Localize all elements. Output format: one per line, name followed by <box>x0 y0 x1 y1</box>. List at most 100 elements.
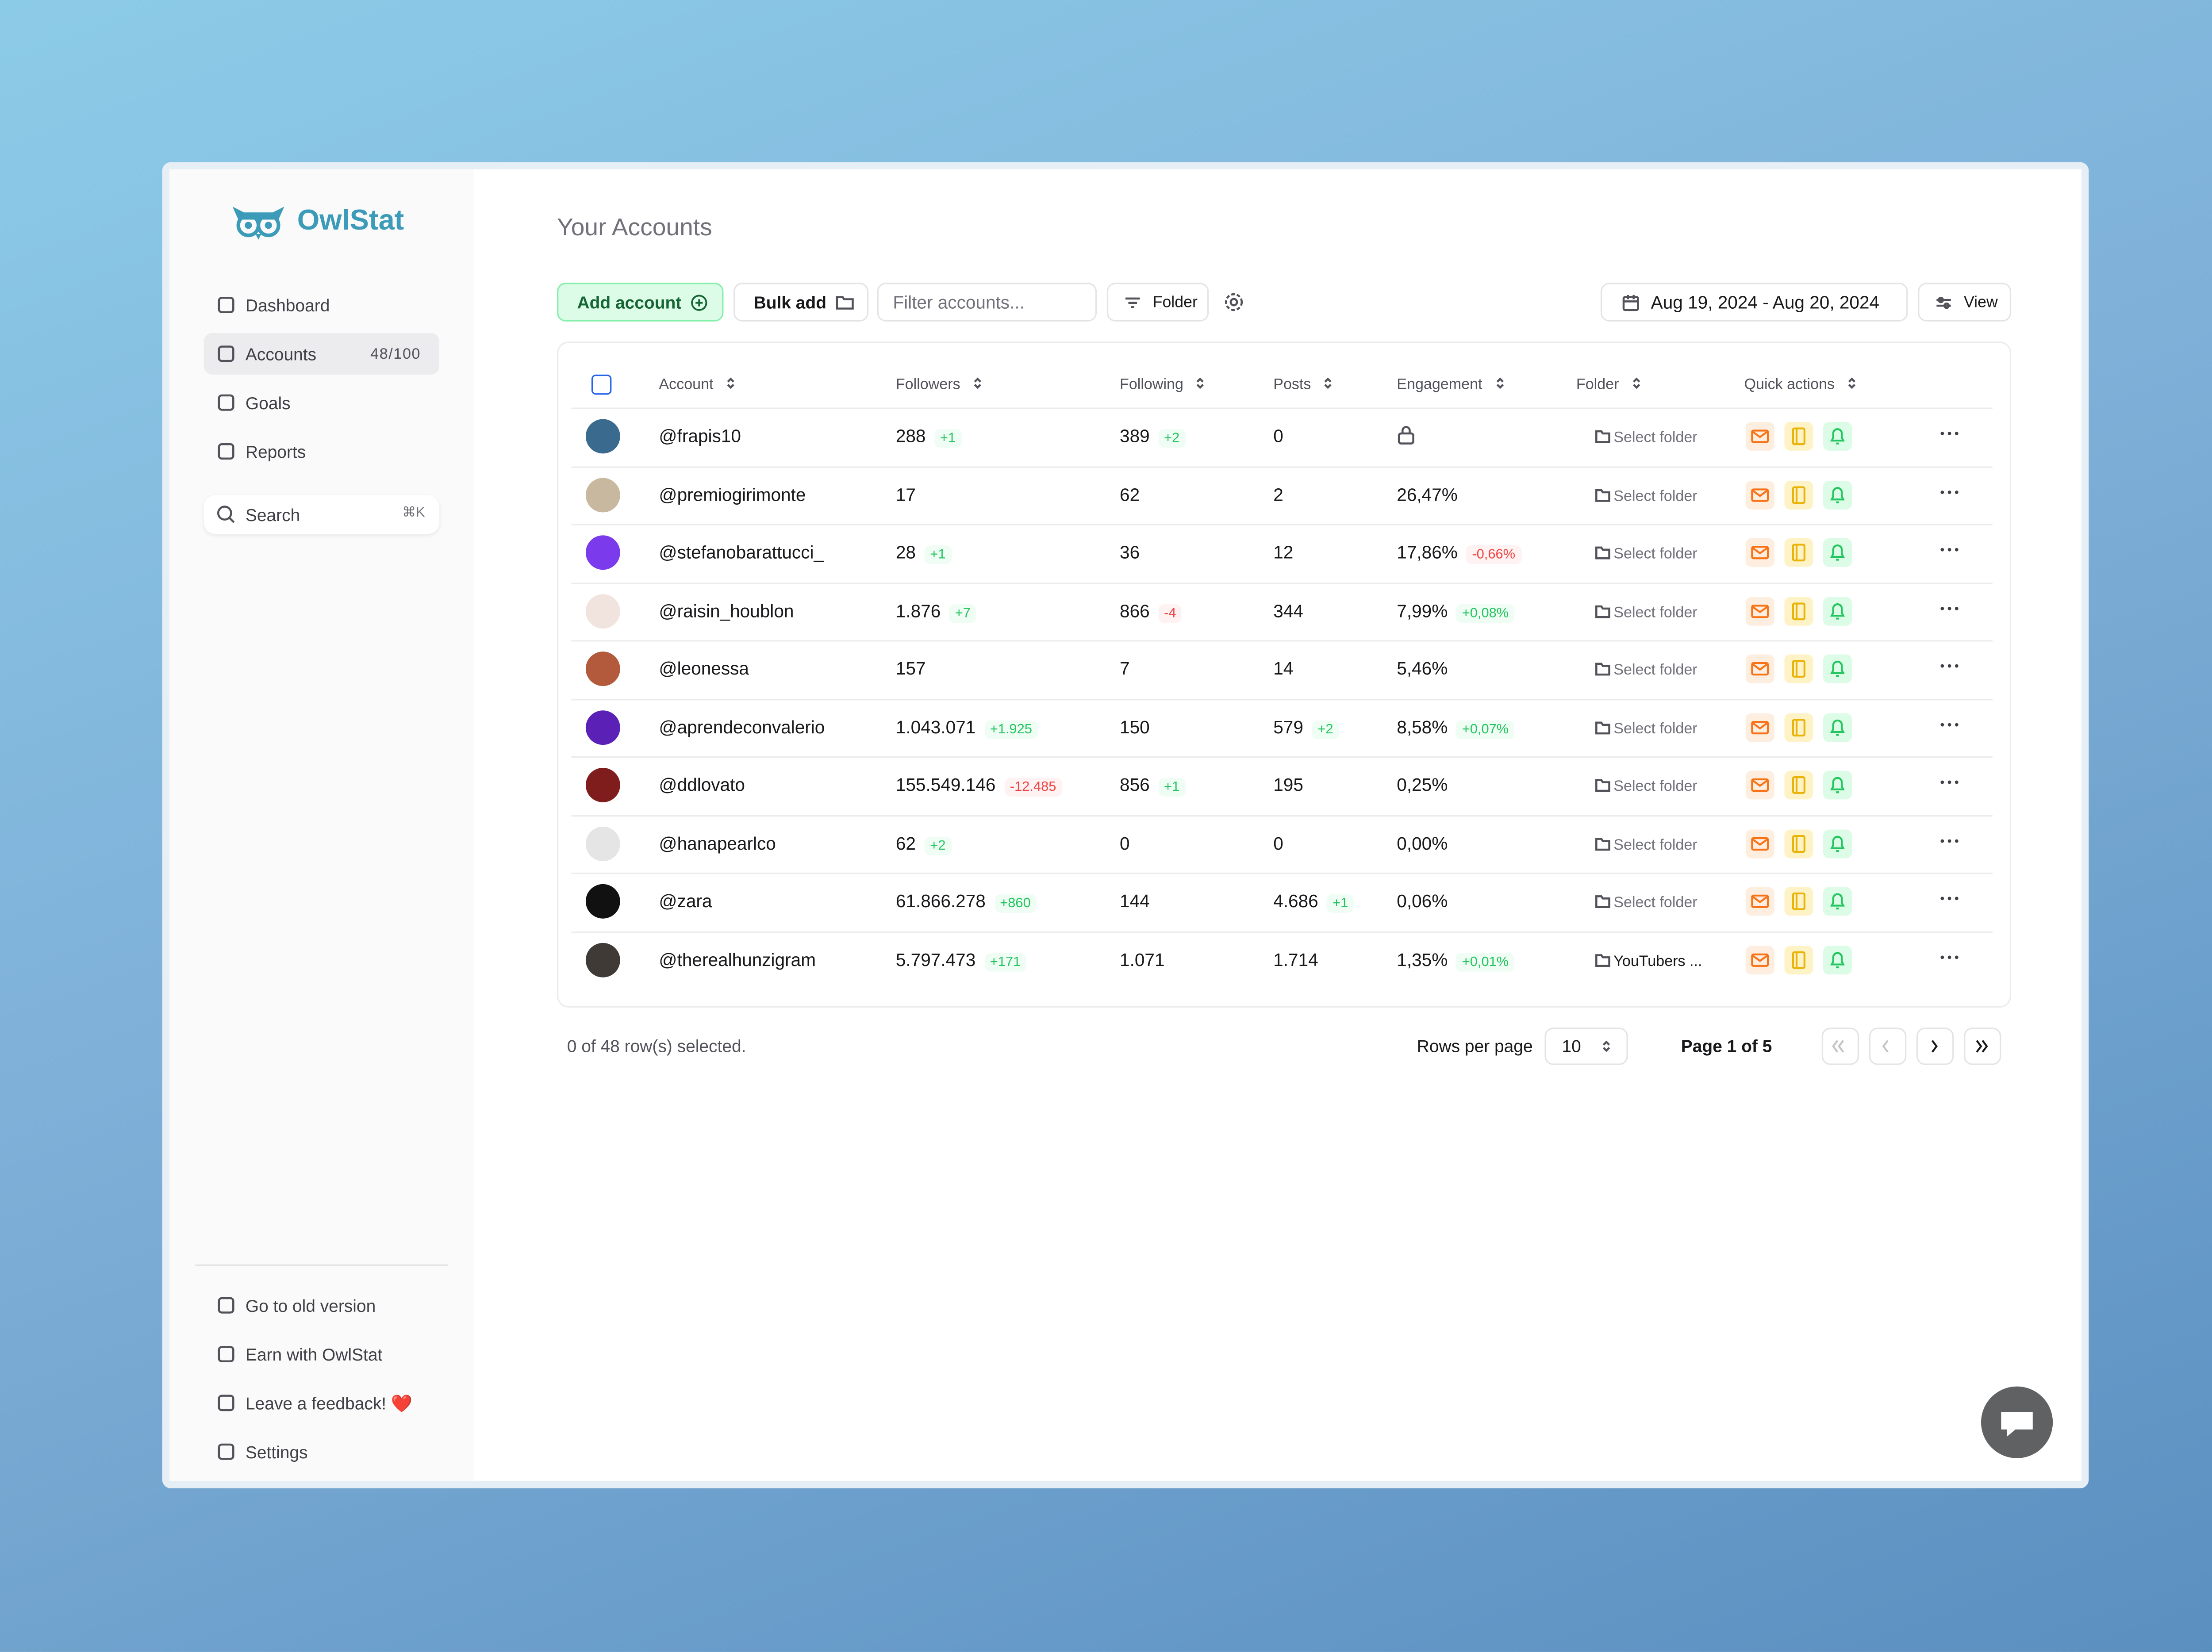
bulk-add-button[interactable]: Bulk add <box>733 283 869 322</box>
account[interactable]: @zara <box>659 891 712 912</box>
nav-icon <box>217 1394 235 1418</box>
folder-select[interactable]: Select folder <box>1613 720 1697 737</box>
nav-item[interactable]: Reports <box>245 442 306 462</box>
rows-per-page-select[interactable]: 10 <box>1544 1027 1628 1065</box>
account[interactable]: @hanapearlco <box>659 833 776 854</box>
column-header[interactable]: Folder <box>1576 373 1642 396</box>
quick-action[interactable] <box>1784 713 1813 741</box>
folder-select[interactable]: Select folder <box>1613 487 1697 505</box>
following: 866 <box>1120 600 1150 621</box>
quick-action[interactable] <box>1784 538 1813 567</box>
row-menu[interactable] <box>1938 422 1961 449</box>
row-menu[interactable] <box>1938 713 1961 740</box>
cell-following: 866 -4 <box>1120 599 1182 625</box>
quick-action[interactable] <box>1823 654 1852 683</box>
quick-action[interactable] <box>1784 828 1813 858</box>
quick-action[interactable] <box>1784 422 1813 451</box>
quick-action[interactable] <box>1745 654 1774 683</box>
settings-button[interactable] <box>1223 291 1245 313</box>
quick-action[interactable] <box>1745 945 1774 974</box>
row-menu[interactable] <box>1938 596 1961 624</box>
add-account-button[interactable]: Add account <box>557 283 724 322</box>
quick-action[interactable] <box>1784 480 1813 509</box>
quick-action[interactable] <box>1745 480 1774 509</box>
nav-item[interactable]: Dashboard <box>245 295 330 316</box>
footer-nav-item[interactable]: Leave a feedback! ❤️ <box>245 1393 413 1414</box>
quick-action[interactable] <box>1745 887 1774 916</box>
quick-action[interactable] <box>1784 654 1813 683</box>
folder-select[interactable]: YouTubers ... <box>1613 952 1702 970</box>
view-button[interactable]: View <box>1918 283 2012 322</box>
folder-select[interactable]: Select folder <box>1613 603 1697 621</box>
pager-button[interactable] <box>1964 1027 2001 1065</box>
folder-select[interactable]: Select folder <box>1613 836 1697 854</box>
filter-input[interactable]: Filter accounts... <box>877 283 1097 322</box>
quick-action[interactable] <box>1823 596 1852 625</box>
following-delta: +1 <box>1158 778 1186 797</box>
quick-action[interactable] <box>1745 596 1774 625</box>
account[interactable]: @therealhunzigram <box>659 949 816 970</box>
account[interactable]: @premiogirimonte <box>659 484 806 505</box>
quick-action[interactable] <box>1823 770 1852 800</box>
sort-icon <box>1632 377 1640 389</box>
quick-action[interactable] <box>1823 887 1852 916</box>
quick-action-icon <box>1792 544 1805 562</box>
quick-action[interactable] <box>1745 770 1774 800</box>
account[interactable]: @stefanobarattucci_ <box>659 542 824 563</box>
column-header[interactable]: Following <box>1120 373 1206 396</box>
row-menu[interactable] <box>1938 538 1961 566</box>
search-box[interactable]: Search ⌘K <box>204 495 439 534</box>
cell-followers: 28 +1 <box>896 541 952 567</box>
folder-select[interactable]: Select folder <box>1613 429 1697 447</box>
account[interactable]: @raisin_houblon <box>659 600 794 621</box>
folder-select[interactable]: Select folder <box>1613 778 1697 795</box>
account[interactable]: @frapis10 <box>659 426 741 447</box>
nav-item[interactable]: Goals <box>245 393 291 414</box>
account[interactable]: @leonessa <box>659 659 749 679</box>
column-header[interactable]: Quick actions <box>1744 373 1858 396</box>
quick-action[interactable] <box>1823 422 1852 451</box>
quick-action[interactable] <box>1745 422 1774 451</box>
footer-nav-item[interactable]: Go to old version <box>245 1296 376 1316</box>
column-header[interactable]: Account <box>659 373 736 396</box>
quick-action[interactable] <box>1745 828 1774 858</box>
quick-action-icon <box>1830 544 1845 561</box>
footer-nav-item[interactable]: Earn with OwlStat <box>245 1345 383 1365</box>
pager-button[interactable] <box>1916 1027 1954 1065</box>
nav-icon <box>217 1296 235 1320</box>
quick-action[interactable] <box>1784 887 1813 916</box>
dots <box>1940 897 1959 901</box>
quick-action[interactable] <box>1823 538 1852 567</box>
row-menu[interactable] <box>1938 480 1961 507</box>
nav-item[interactable]: Accounts <box>245 344 317 365</box>
row-menu[interactable] <box>1938 655 1961 682</box>
quick-action[interactable] <box>1823 480 1852 509</box>
quick-action[interactable] <box>1823 828 1852 858</box>
column-header[interactable]: Engagement <box>1397 373 1505 396</box>
quick-action[interactable] <box>1784 770 1813 800</box>
folder-select[interactable]: Select folder <box>1613 661 1697 679</box>
quick-action[interactable] <box>1784 945 1813 974</box>
account[interactable]: @aprendeconvalerio <box>659 717 825 737</box>
sort-icon <box>974 377 981 389</box>
row-menu[interactable] <box>1938 887 1961 914</box>
date-range-button[interactable]: Aug 19, 2024 - Aug 20, 2024 <box>1601 283 1908 322</box>
quick-action[interactable] <box>1823 945 1852 974</box>
row-menu[interactable] <box>1938 945 1961 973</box>
column-header[interactable]: Posts <box>1273 373 1334 396</box>
folder-filter-button[interactable]: Folder <box>1106 283 1209 322</box>
quick-action[interactable] <box>1784 596 1813 625</box>
quick-action[interactable] <box>1745 538 1774 567</box>
row-menu[interactable] <box>1938 771 1961 798</box>
row-menu[interactable] <box>1938 829 1961 856</box>
footer-nav-item[interactable]: Settings <box>245 1442 308 1463</box>
account[interactable]: @ddlovato <box>659 775 745 795</box>
quick-action[interactable] <box>1745 713 1774 741</box>
chat-button[interactable] <box>1981 1386 2053 1458</box>
folder-select[interactable]: Select folder <box>1613 894 1697 912</box>
column-header[interactable]: Followers <box>896 373 983 396</box>
quick-action[interactable] <box>1823 713 1852 741</box>
followers: 288 <box>895 426 926 447</box>
folder-select[interactable]: Select folder <box>1613 545 1697 563</box>
select-all-checkbox[interactable] <box>591 374 612 395</box>
